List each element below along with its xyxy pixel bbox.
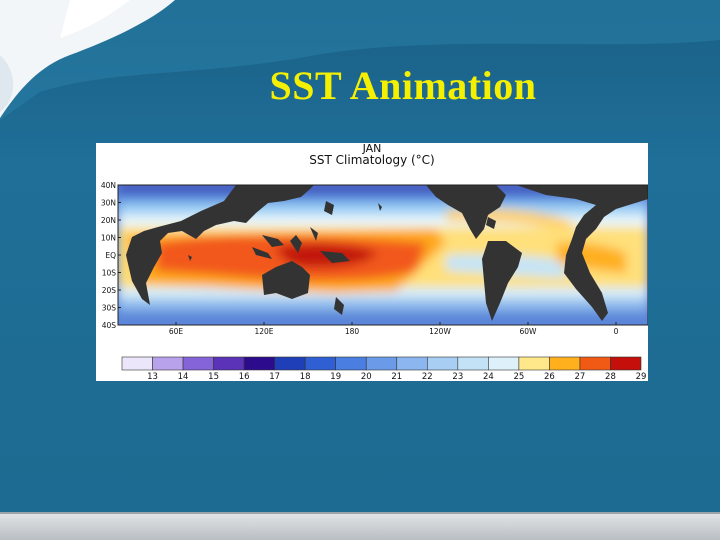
lat-tick-label: 40N xyxy=(101,181,116,190)
figure-month: JAN xyxy=(362,142,382,155)
colorbar-label: 16 xyxy=(239,372,250,381)
colorbar-swatch xyxy=(396,356,428,371)
colorbar-swatch xyxy=(121,356,153,371)
colorbar-swatch xyxy=(152,356,184,371)
colorbar-label: 21 xyxy=(391,372,402,381)
lat-tick-label: 20N xyxy=(101,216,116,225)
longitude-axis: 60E 120E 180 120W 60W 0 xyxy=(169,322,619,336)
colorbar-label: 26 xyxy=(544,372,555,381)
colorbar-label: 14 xyxy=(178,372,189,381)
lat-tick-label: 30S xyxy=(102,304,117,313)
colorbar-label: 29 xyxy=(636,372,647,381)
lon-tick-label: 60W xyxy=(520,327,538,336)
colorbar-label: 23 xyxy=(452,372,463,381)
colorbar-swatch xyxy=(243,356,275,371)
colorbar-label: 13 xyxy=(147,372,158,381)
lat-tick-label: 10N xyxy=(101,234,116,243)
colorbar-label: 15 xyxy=(208,372,219,381)
lat-tick-label: 10S xyxy=(102,269,117,278)
sst-field xyxy=(118,185,648,325)
lon-tick-label: 0 xyxy=(614,327,619,336)
colorbar-swatch xyxy=(213,356,245,371)
colorbar-label: 20 xyxy=(361,372,372,381)
colorbar-label: 25 xyxy=(513,372,524,381)
colorbar-label: 28 xyxy=(605,372,616,381)
lat-tick-label: 40S xyxy=(102,321,117,330)
colorbar-label: 27 xyxy=(575,372,586,381)
colorbar-label: 24 xyxy=(483,372,494,381)
lat-tick-label: 30N xyxy=(101,199,116,208)
colorbar-swatch xyxy=(274,356,306,371)
colorbar-swatch xyxy=(335,356,367,371)
colorbar-swatch xyxy=(518,356,550,371)
lat-tick-label: EQ xyxy=(105,251,116,260)
colorbar-swatch xyxy=(549,356,581,371)
figure-title: SST Climatology (°C) xyxy=(309,153,435,167)
lat-tick-label: 20S xyxy=(102,286,117,295)
colorbar-label: 22 xyxy=(422,372,433,381)
colorbar-label: 18 xyxy=(300,372,311,381)
colorbar-swatch xyxy=(365,356,398,371)
colorbar-swatch xyxy=(426,356,459,371)
colorbar-swatch xyxy=(457,356,489,371)
colorbar-swatch xyxy=(304,356,337,371)
lon-tick-label: 180 xyxy=(345,327,360,336)
sst-figure: JAN SST Climatology (°C) xyxy=(96,143,648,381)
lon-tick-label: 120W xyxy=(429,327,451,336)
lon-tick-label: 120E xyxy=(254,327,273,336)
colorbar-swatch xyxy=(182,356,214,371)
latitude-axis: 40N 30N 20N 10N EQ 10S 20S 30S 40S xyxy=(101,181,121,330)
colorbar-swatch xyxy=(610,356,642,371)
colorbar: 13 14 15 16 17 18 19 20 21 22 23 24 25 26 27 28 29 xyxy=(121,356,647,381)
colorbar-label: 17 xyxy=(269,372,280,381)
colorbar-swatch xyxy=(488,356,520,371)
colorbar-swatch xyxy=(579,356,611,371)
lon-tick-label: 60E xyxy=(169,327,184,336)
colorbar-label: 19 xyxy=(330,372,341,381)
slide-title: SST Animation xyxy=(269,63,537,108)
